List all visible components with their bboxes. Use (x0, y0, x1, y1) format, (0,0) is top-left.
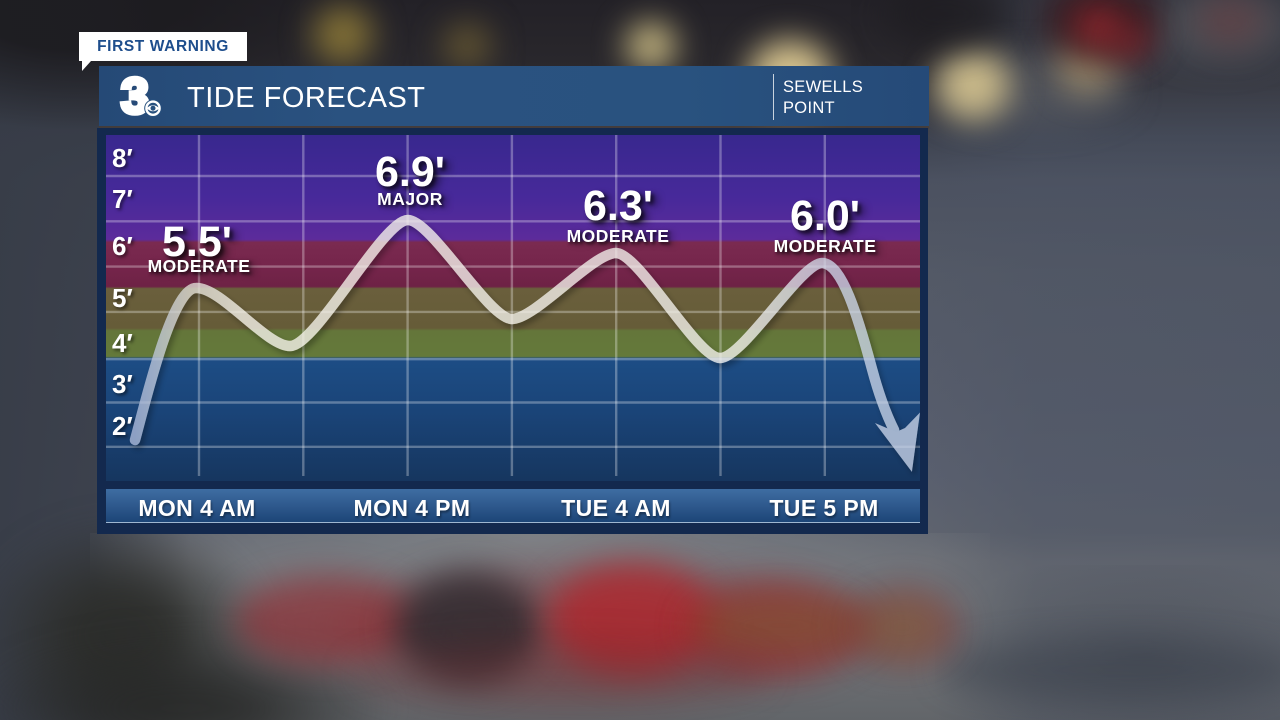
svg-text:3: 3 (121, 70, 149, 122)
